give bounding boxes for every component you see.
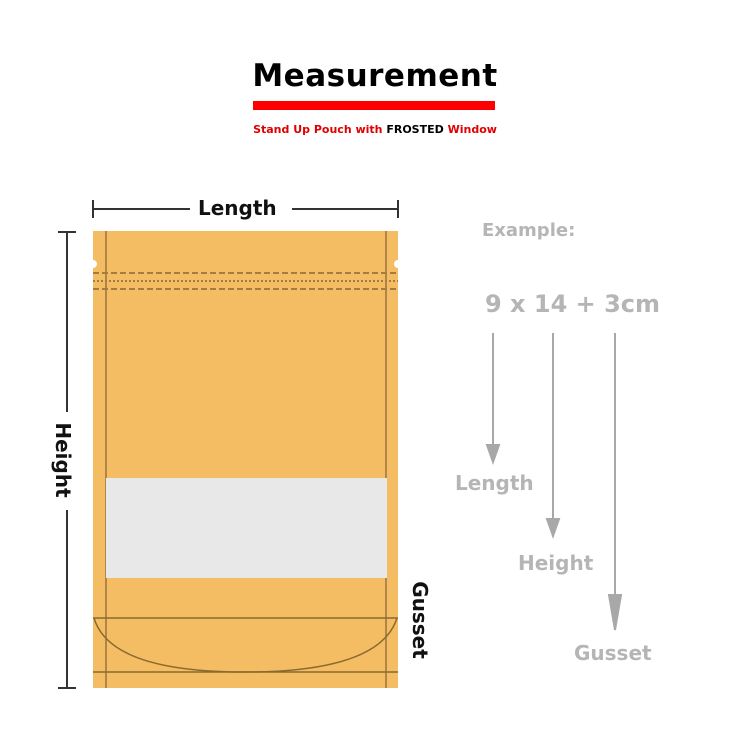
example-formula: 9 x 14 + 3cm	[485, 290, 661, 318]
side-seams	[105, 231, 387, 688]
length-label: Length	[194, 196, 281, 220]
subtitle: Stand Up Pouch with FROSTED Window	[0, 123, 750, 136]
pouch-body	[93, 231, 398, 688]
example-gusset-label: Gusset	[574, 641, 652, 665]
gusset-fold	[93, 617, 398, 673]
page-title: Measurement	[252, 58, 498, 94]
example-heading: Example:	[482, 220, 576, 241]
subtitle-frosted: FROSTED	[386, 123, 444, 136]
height-dimension-line	[58, 231, 76, 689]
example-length-label: Length	[455, 471, 534, 495]
zipper-lines	[93, 272, 398, 290]
length-dimension-line	[92, 200, 399, 218]
frosted-window	[106, 478, 387, 578]
subtitle-part: Stand Up Pouch with	[253, 123, 387, 136]
example-height-label: Height	[518, 551, 594, 575]
title-underline	[253, 101, 495, 110]
subtitle-part: Window	[443, 123, 497, 136]
